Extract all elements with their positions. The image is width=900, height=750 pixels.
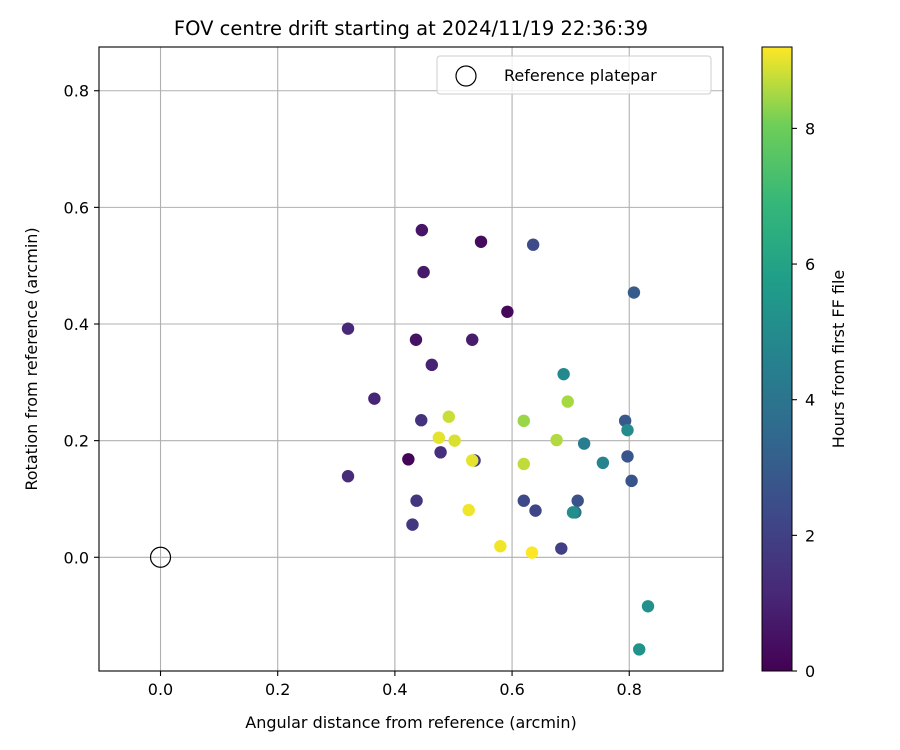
data-point <box>474 235 488 248</box>
data-point <box>409 333 423 346</box>
data-point <box>596 456 610 470</box>
data-point <box>529 504 542 517</box>
data-point <box>627 286 641 299</box>
y-tick-label: 0.0 <box>64 548 89 567</box>
data-point <box>415 223 429 237</box>
data-points <box>341 223 655 656</box>
data-point <box>341 322 355 335</box>
y-tick-label: 0.2 <box>64 432 89 451</box>
legend-marker-icon <box>455 65 477 87</box>
y-tick-label: 0.6 <box>64 198 89 217</box>
x-axis-ticks: 0.0 0.2 0.4 0.6 0.8 <box>148 671 642 699</box>
data-point <box>341 470 355 483</box>
y-tick-label: 0.8 <box>64 82 89 101</box>
data-point <box>432 431 446 444</box>
data-point <box>415 414 428 427</box>
colorbar-tick-label: 0 <box>805 662 815 681</box>
plot-frame <box>98 46 724 672</box>
data-point <box>462 503 475 517</box>
legend-box <box>436 55 712 95</box>
colorbar-tick-label: 6 <box>805 255 815 274</box>
colorbar-ticks: 0 2 4 6 8 <box>792 119 815 681</box>
data-point <box>410 494 423 507</box>
x-tick-label: 0.0 <box>148 680 173 699</box>
data-point <box>425 358 438 372</box>
data-point <box>417 265 430 279</box>
data-point <box>517 457 530 471</box>
chart-title: FOV centre drift starting at 2024/11/19 … <box>174 17 648 40</box>
data-point <box>434 446 447 459</box>
data-point <box>621 450 634 463</box>
x-tick-label: 0.6 <box>499 680 524 699</box>
x-tick-label: 0.8 <box>617 680 642 699</box>
data-point <box>517 494 530 507</box>
data-point <box>577 437 591 450</box>
y-axis-label: Rotation from reference (arcmin) <box>22 227 41 490</box>
data-point <box>466 333 479 346</box>
data-point <box>633 643 646 656</box>
data-point <box>368 392 381 405</box>
legend: Reference platepar <box>436 55 712 95</box>
data-point <box>442 410 455 423</box>
data-point <box>494 540 507 553</box>
data-point <box>618 414 632 428</box>
data-point <box>402 453 415 466</box>
data-point <box>517 414 530 428</box>
data-point <box>625 474 638 488</box>
data-point <box>641 600 655 613</box>
data-point <box>566 506 580 519</box>
y-axis-ticks: 0.0 0.2 0.4 0.6 0.8 <box>64 82 99 567</box>
data-point <box>448 434 461 447</box>
data-point <box>555 542 568 555</box>
data-point <box>406 518 419 531</box>
grid <box>99 47 723 671</box>
data-point <box>550 433 563 447</box>
y-tick-label: 0.4 <box>64 315 89 334</box>
reference-marker-group <box>149 546 172 568</box>
colorbar-tick-label: 2 <box>805 526 815 545</box>
data-point <box>526 238 540 251</box>
data-point <box>571 494 584 507</box>
data-point <box>525 546 539 559</box>
colorbar-gradient <box>761 46 793 672</box>
colorbar-tick-label: 8 <box>805 119 815 138</box>
colorbar-label: Hours from first FF file <box>829 270 848 449</box>
data-point <box>561 395 574 408</box>
legend-label: Reference platepar <box>504 66 657 85</box>
colorbar-tick-label: 4 <box>805 391 815 410</box>
data-point <box>557 367 570 381</box>
data-point <box>501 305 514 318</box>
reference-platepar-marker <box>149 546 172 568</box>
x-axis-label: Angular distance from reference (arcmin) <box>245 713 576 732</box>
colorbar: 0 2 4 6 8 Hours from first FF file <box>761 46 848 681</box>
data-point <box>621 423 634 437</box>
data-point <box>466 454 479 467</box>
x-tick-label: 0.2 <box>265 680 290 699</box>
x-tick-label: 0.4 <box>382 680 407 699</box>
